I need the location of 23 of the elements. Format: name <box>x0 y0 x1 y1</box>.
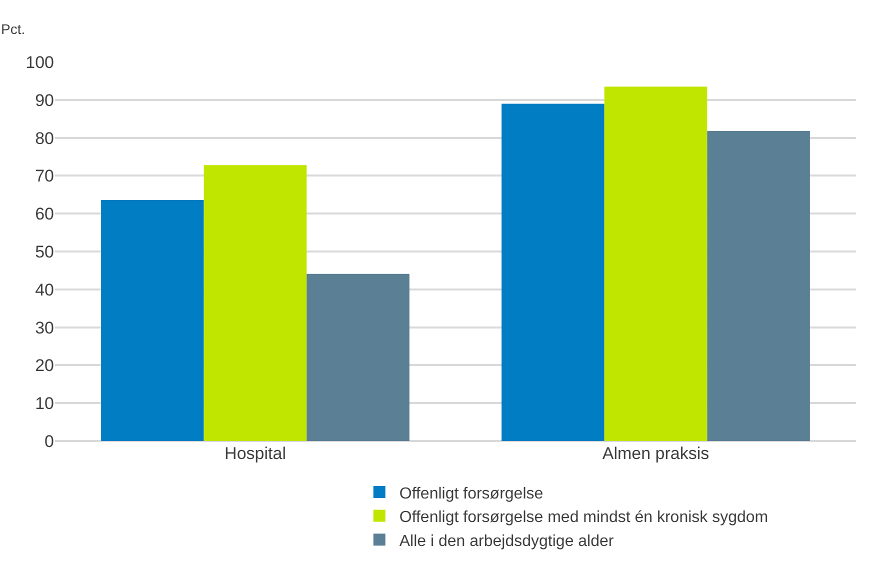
y-tick-label: 10 <box>35 394 54 414</box>
y-tick-label: 60 <box>35 204 54 224</box>
y-tick-label: 20 <box>35 356 54 376</box>
bar <box>707 130 810 441</box>
legend-label: Offenligt forsørgelse <box>399 485 544 502</box>
y-tick-label: 40 <box>35 280 54 300</box>
x-tick-label: Almen praksis <box>602 444 710 463</box>
y-tick-label: 80 <box>35 128 54 148</box>
legend-label: Offenligt forsørgelse med mindst én kronisk sygdom <box>399 509 768 526</box>
y-tick-label: 50 <box>35 242 54 262</box>
legend-label: Alle i den arbejdsdygtige alder <box>399 532 614 550</box>
bar <box>101 200 204 441</box>
x-tick-label: Hospital <box>224 444 286 463</box>
bar <box>306 274 410 441</box>
bar <box>604 86 708 441</box>
y-tick-label: 30 <box>35 318 54 338</box>
bar <box>204 165 307 441</box>
y-tick-label: 70 <box>35 166 54 186</box>
y-tick-label: 0 <box>44 432 54 451</box>
y-tick-label: 100 <box>26 52 54 72</box>
y-axis-title: Pct. <box>1 21 26 37</box>
bar <box>502 104 604 441</box>
y-tick-label: 90 <box>35 90 54 110</box>
